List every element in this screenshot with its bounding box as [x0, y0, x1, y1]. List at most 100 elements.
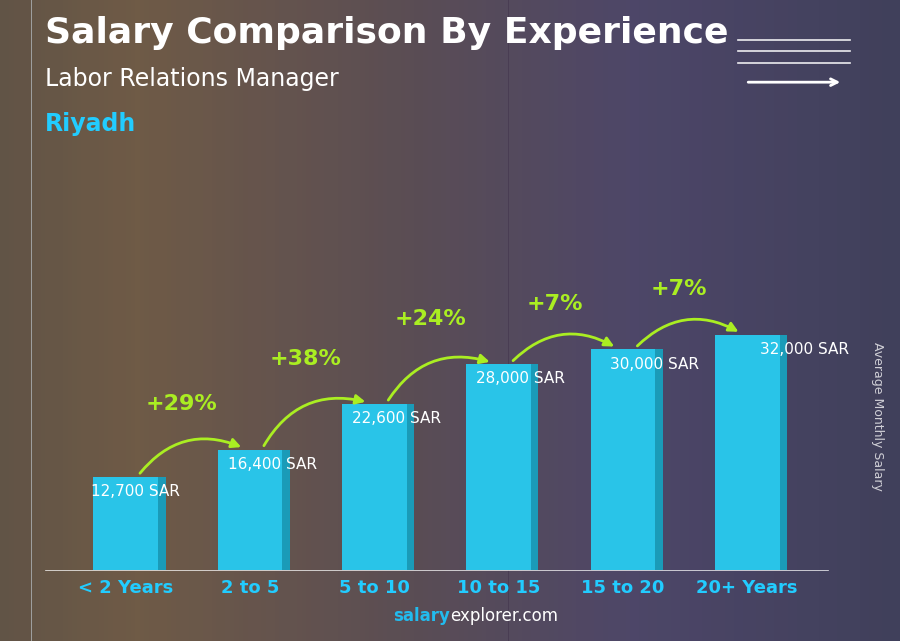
Bar	[715, 335, 779, 570]
Bar	[342, 0, 346, 641]
Bar	[500, 0, 504, 641]
Bar	[324, 0, 328, 641]
Bar	[94, 0, 99, 641]
Text: salary: salary	[393, 607, 450, 625]
Bar	[50, 0, 54, 641]
Text: 16,400 SAR: 16,400 SAR	[228, 457, 317, 472]
Bar	[558, 0, 562, 641]
Bar	[670, 0, 675, 641]
Bar	[387, 0, 392, 641]
Bar	[711, 0, 716, 641]
Polygon shape	[283, 449, 290, 570]
Bar	[374, 0, 378, 641]
Bar	[162, 0, 166, 641]
Bar	[819, 0, 824, 641]
Bar	[472, 0, 477, 641]
Bar	[108, 0, 112, 641]
Bar	[590, 349, 655, 570]
Bar	[218, 449, 283, 570]
Bar	[716, 0, 720, 641]
Bar	[706, 0, 711, 641]
Bar	[770, 0, 774, 641]
Bar	[680, 0, 684, 641]
Bar	[230, 0, 234, 641]
Bar	[585, 0, 590, 641]
Bar	[549, 0, 554, 641]
Bar	[540, 0, 544, 641]
Bar	[792, 0, 796, 641]
Bar	[850, 0, 855, 641]
Bar	[369, 0, 374, 641]
Bar	[648, 0, 652, 641]
Bar	[248, 0, 252, 641]
Bar	[603, 0, 608, 641]
Bar	[22, 0, 27, 641]
Bar	[176, 0, 180, 641]
Bar	[184, 0, 189, 641]
Bar	[662, 0, 666, 641]
Bar	[486, 0, 491, 641]
Bar	[153, 0, 157, 641]
Bar	[135, 0, 140, 641]
Text: 30,000 SAR: 30,000 SAR	[610, 356, 699, 372]
Bar	[297, 0, 302, 641]
Text: +38%: +38%	[270, 349, 342, 369]
Bar	[400, 0, 405, 641]
Bar	[774, 0, 778, 641]
Text: +7%: +7%	[526, 294, 583, 314]
Bar	[148, 0, 153, 641]
Bar	[32, 0, 36, 641]
Bar	[760, 0, 765, 641]
Text: 12,700 SAR: 12,700 SAR	[91, 484, 180, 499]
Bar	[828, 0, 832, 641]
Bar	[508, 0, 513, 641]
Bar	[801, 0, 806, 641]
Bar	[207, 0, 211, 641]
Bar	[99, 0, 104, 641]
Bar	[459, 0, 464, 641]
Bar	[266, 0, 270, 641]
Bar	[580, 0, 585, 641]
Bar	[466, 364, 531, 570]
Bar	[608, 0, 612, 641]
Bar	[450, 0, 454, 641]
Bar	[9, 0, 14, 641]
Bar	[392, 0, 396, 641]
Bar	[378, 0, 382, 641]
Polygon shape	[655, 349, 662, 570]
Bar	[590, 0, 594, 641]
Bar	[621, 0, 626, 641]
Bar	[675, 0, 680, 641]
Bar	[252, 0, 256, 641]
Bar	[644, 0, 648, 641]
Bar	[806, 0, 810, 641]
Bar	[630, 0, 634, 641]
Bar	[18, 0, 22, 641]
Polygon shape	[779, 335, 787, 570]
Bar	[432, 0, 436, 641]
Bar	[274, 0, 279, 641]
Bar	[729, 0, 733, 641]
Bar	[418, 0, 423, 641]
Bar	[364, 0, 369, 641]
Bar	[104, 0, 108, 641]
Bar	[832, 0, 837, 641]
Bar	[112, 0, 117, 641]
Bar	[40, 0, 45, 641]
Bar	[594, 0, 598, 641]
Bar	[576, 0, 580, 641]
Bar	[405, 0, 410, 641]
Bar	[292, 0, 297, 641]
Bar	[846, 0, 850, 641]
Bar	[338, 0, 342, 641]
Bar	[414, 0, 418, 641]
Polygon shape	[407, 404, 414, 570]
Bar	[562, 0, 567, 641]
Bar	[0, 0, 4, 641]
Bar	[58, 0, 63, 641]
Bar	[122, 0, 126, 641]
Bar	[477, 0, 482, 641]
Bar	[788, 0, 792, 641]
Bar	[810, 0, 814, 641]
Bar	[554, 0, 558, 641]
